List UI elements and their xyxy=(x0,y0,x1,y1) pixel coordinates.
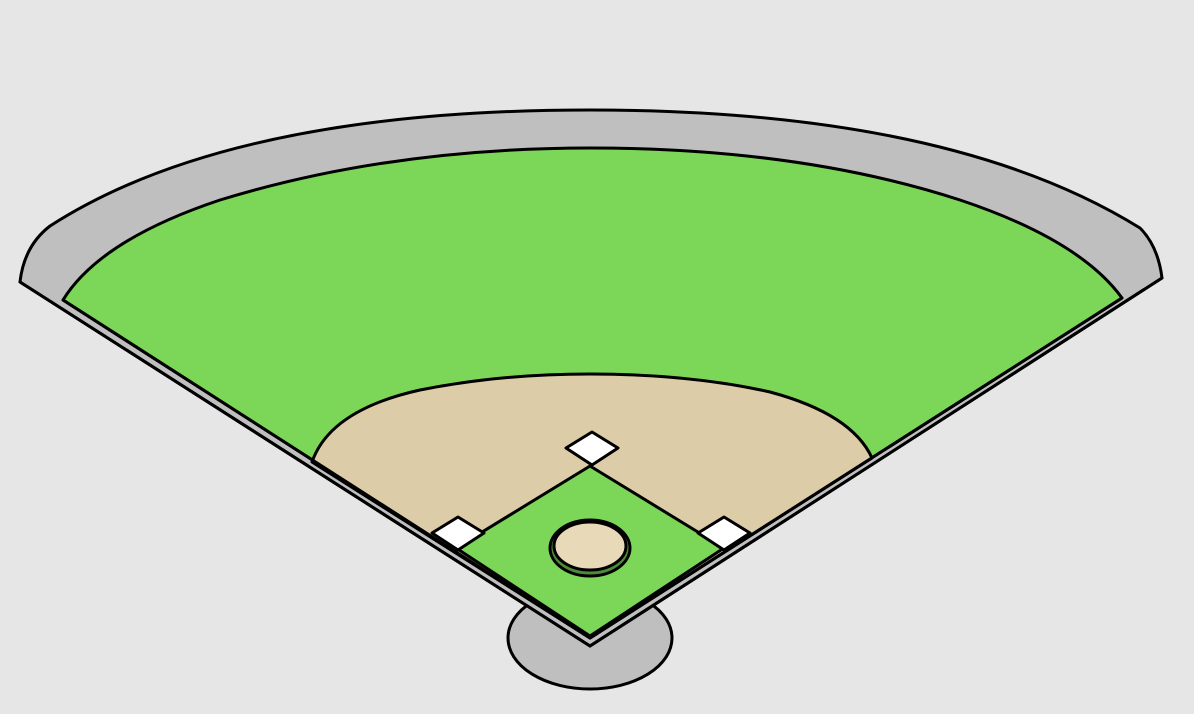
left-foul-line xyxy=(18,280,592,648)
first-base xyxy=(696,515,752,552)
right-foul-line xyxy=(588,276,1164,648)
second-base xyxy=(564,430,620,467)
right-foul-line-inner xyxy=(588,296,1124,640)
third-base xyxy=(430,515,486,552)
left-foul-line-inner xyxy=(61,298,592,640)
pitchers-mound xyxy=(552,520,628,572)
